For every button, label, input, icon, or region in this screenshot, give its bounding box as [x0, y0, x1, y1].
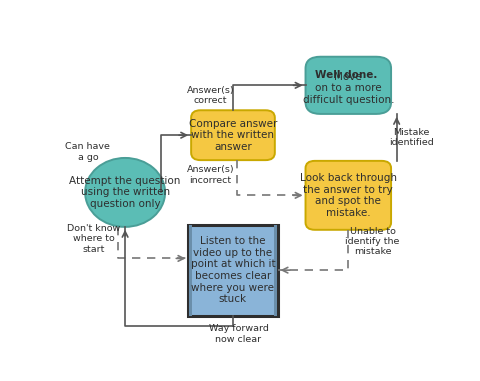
Bar — [274, 225, 277, 315]
Bar — [189, 225, 192, 315]
Text: Listen to the
video up to the
point at which it
becomes clear
where you were
stu: Listen to the video up to the point at w… — [191, 236, 276, 304]
Text: Way forward
now clear: Way forward now clear — [209, 324, 268, 344]
FancyBboxPatch shape — [305, 57, 391, 114]
Text: Don't know
where to
start: Don't know where to start — [67, 224, 120, 253]
Bar — [188, 225, 277, 315]
Ellipse shape — [85, 158, 165, 227]
Text: Attempt the question
using the written
question only: Attempt the question using the written q… — [70, 176, 181, 209]
Text: Answer(s)
incorrect: Answer(s) incorrect — [187, 165, 234, 184]
Text: Unable to
identify the
mistake: Unable to identify the mistake — [345, 227, 400, 256]
Text: Answer(s)
correct: Answer(s) correct — [187, 86, 234, 105]
Text: Can have
a go: Can have a go — [65, 142, 110, 162]
FancyBboxPatch shape — [305, 161, 391, 230]
FancyBboxPatch shape — [191, 110, 275, 160]
Text: Move
on to a more
difficult question.: Move on to a more difficult question. — [302, 72, 394, 105]
Text: Well done.: Well done. — [315, 70, 378, 80]
Text: Mistake
identified: Mistake identified — [389, 128, 434, 147]
Text: Compare answer
with the written
answer: Compare answer with the written answer — [189, 118, 277, 152]
Text: Look back through
the answer to try
and spot the
mistake.: Look back through the answer to try and … — [300, 173, 397, 218]
